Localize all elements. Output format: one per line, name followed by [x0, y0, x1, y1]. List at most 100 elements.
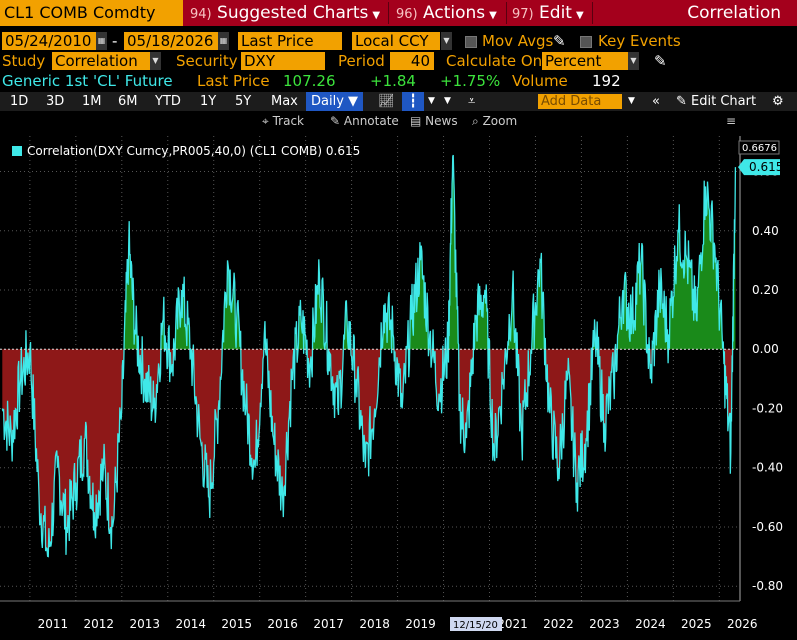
y-tick-label: 0.20	[752, 283, 779, 297]
filter-icon[interactable]: ⩡	[468, 94, 476, 109]
tool-label: News	[425, 114, 458, 128]
actions-menu[interactable]: 96) Actions ▼	[396, 0, 497, 26]
calendar-icon[interactable]: ▦	[96, 32, 107, 50]
chevron-down-icon[interactable]: ▼	[428, 96, 435, 106]
menu-icon[interactable]: ≡	[726, 114, 737, 128]
start-date-input[interactable]: 05/24/2010	[2, 32, 96, 50]
menu-label: Suggested Charts	[217, 3, 369, 23]
tool-label: Annotate	[343, 114, 399, 128]
period-max-button[interactable]: Max	[271, 94, 298, 109]
search-icon: ⌕	[472, 114, 479, 128]
mov-avgs-checkbox[interactable]	[465, 36, 477, 48]
news-tool[interactable]: ▤ News	[410, 113, 458, 129]
title-bar: CL1 COMB Comdty 94) Suggested Charts ▼ 96…	[0, 0, 797, 26]
ticker-field[interactable]: CL1 COMB Comdty	[0, 0, 183, 26]
period-toolbar: 1D 3D 1M 6M YTD 1Y 5Y Max Daily ▼ 📈︎ ┇ ▼…	[0, 92, 797, 111]
chevron-down-icon[interactable]: ▼	[444, 96, 451, 106]
calendar-icon[interactable]: ▦	[218, 32, 229, 50]
x-tick-label: 2022	[543, 617, 574, 631]
period-1m-button[interactable]: 1M	[82, 94, 102, 109]
frequency-select[interactable]: Daily ▼	[306, 92, 364, 111]
chevron-down-icon[interactable]: ▼	[628, 96, 635, 106]
legend-swatch	[12, 146, 22, 156]
last-value-text: 0.615	[749, 160, 783, 174]
x-tick-label: 2013	[130, 617, 161, 631]
last-price-label: Last Price	[197, 72, 270, 90]
divider	[592, 2, 593, 24]
menu-label: Edit	[539, 3, 572, 23]
period-3d-button[interactable]: 3D	[46, 94, 65, 109]
x-tick-label: 2025	[681, 617, 712, 631]
function-title: Correlation	[687, 3, 781, 23]
chevron-down-icon: ▼	[489, 10, 497, 21]
key-events-checkbox[interactable]	[580, 36, 592, 48]
annotate-tool[interactable]: ✎ Annotate	[330, 113, 399, 129]
news-icon: ▤	[410, 114, 422, 128]
add-data-input[interactable]: Add Data	[538, 94, 622, 109]
y-tick-label: -0.20	[752, 401, 783, 415]
currency-select[interactable]: Local CCY	[352, 32, 440, 50]
line-chart-icon[interactable]: 📈︎	[378, 94, 395, 109]
chevron-down-icon[interactable]: ▼	[150, 52, 161, 70]
zoom-tool[interactable]: ⌕ Zoom	[472, 113, 517, 129]
crosshair-icon: ⌖	[262, 114, 269, 128]
volume-label: Volume	[512, 72, 568, 90]
chevron-down-icon: ▼	[372, 10, 381, 21]
period-1d-button[interactable]: 1D	[10, 94, 29, 109]
change-percent-value: +1.75%	[440, 72, 501, 90]
last-price-value: 107.26	[283, 72, 336, 90]
y-tick-label: -0.40	[752, 461, 783, 475]
chevron-down-icon: ▼	[575, 10, 584, 21]
edit-chart-button[interactable]: ✎ Edit Chart	[676, 92, 756, 111]
y-tick-label: 0.40	[752, 224, 779, 238]
period-6m-button[interactable]: 6M	[118, 94, 138, 109]
cursor-date-label: 12/15/20	[450, 617, 502, 631]
pencil-icon[interactable]: ✎	[654, 52, 667, 70]
security-label: Security	[176, 52, 238, 70]
y-tick-label: -0.60	[752, 520, 783, 534]
correlation-chart[interactable]: -0.80-0.60-0.40-0.200.000.200.400.60 201…	[0, 131, 797, 640]
period-5y-button[interactable]: 5Y	[235, 94, 252, 109]
security-input[interactable]: DXY Curncy	[241, 52, 325, 88]
max-value-label: 0.6676	[738, 140, 780, 155]
pencil-icon: ✎	[330, 114, 341, 128]
divider	[388, 2, 389, 24]
suggested-charts-menu[interactable]: 94) Suggested Charts ▼	[190, 0, 380, 26]
gear-icon[interactable]: ⚙	[772, 94, 784, 109]
candlestick-icon[interactable]: ┇	[402, 92, 424, 111]
key-events-label: Key Events	[598, 32, 681, 50]
frequency-label: Daily	[311, 94, 344, 109]
period-label: Period	[338, 52, 385, 70]
study-bar: Study Correlation ▼ Security DXY Curncy …	[0, 51, 797, 88]
end-date-input[interactable]: 05/18/2026	[124, 32, 218, 50]
menu-label: Actions	[423, 3, 486, 23]
volume-value: 192	[592, 72, 621, 90]
pencil-icon[interactable]: ✎	[553, 32, 566, 50]
period-ytd-button[interactable]: YTD	[155, 94, 181, 109]
price-field-select[interactable]: Last Price	[238, 32, 342, 50]
mov-avgs-label: Mov Avgs	[482, 32, 554, 50]
edit-menu[interactable]: 97) Edit ▼	[512, 0, 584, 26]
tool-label: Track	[272, 114, 304, 128]
change-value: +1.84	[370, 72, 416, 90]
last-value-label: 0.615	[738, 159, 783, 176]
x-tick-label: 2011	[38, 617, 69, 631]
study-select[interactable]: Correlation	[52, 52, 150, 70]
y-axis: -0.80-0.60-0.40-0.200.000.200.400.60	[739, 136, 783, 601]
legend: Correlation(DXY Curncy,PR005,40,0) (CL1 …	[12, 144, 360, 158]
chart-tools-bar: ⌖ Track ✎ Annotate ▤ News ⌕ Zoom ≡	[0, 111, 797, 131]
x-tick-label: 2015	[221, 617, 252, 631]
period-input[interactable]: 40	[390, 52, 434, 70]
collapse-icon[interactable]: «	[652, 94, 660, 109]
track-tool[interactable]: ⌖ Track	[262, 113, 304, 129]
range-bar: 05/24/2010 ▦ - 05/18/2026 ▦ Last Price L…	[0, 31, 797, 51]
chevron-down-icon[interactable]: ▼	[628, 52, 639, 70]
positive-area	[2, 155, 736, 350]
x-tick-label: 2024	[635, 617, 666, 631]
period-1y-button[interactable]: 1Y	[200, 94, 217, 109]
x-tick-label: 2021	[497, 617, 528, 631]
chevron-down-icon[interactable]: ▼	[441, 32, 452, 50]
calculate-on-label: Calculate On	[446, 52, 543, 70]
max-value-text: 0.6676	[742, 143, 777, 154]
calculate-on-select[interactable]: Percent	[542, 52, 628, 70]
